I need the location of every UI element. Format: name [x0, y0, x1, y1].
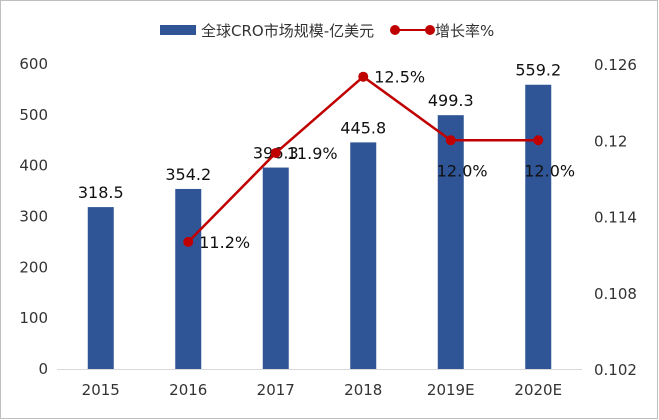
y-left-tick-label: 600 [19, 55, 48, 73]
y-left-tick-label: 300 [19, 208, 48, 226]
y-left-tick-label: 100 [19, 309, 48, 327]
legend-line-label: 增长率% [435, 22, 494, 40]
bar [437, 115, 464, 369]
line-marker [533, 135, 544, 146]
bar [87, 207, 114, 369]
line-marker [445, 135, 456, 146]
line-marker [183, 236, 194, 247]
legend-bar-swatch [160, 25, 196, 35]
y-right-tick-label: 0.102 [594, 361, 637, 379]
y-right-tick-label: 0.114 [594, 209, 637, 227]
y-left-tick-label: 0 [38, 360, 48, 378]
bar-data-label: 354.2 [165, 165, 211, 184]
bar-data-label: 499.3 [428, 91, 474, 110]
bar [262, 167, 289, 369]
y-left-tick-label: 200 [19, 258, 48, 276]
line-data-label: 12.5% [374, 68, 425, 87]
line-data-label: 11.9% [287, 144, 338, 163]
bar-data-label: 318.5 [78, 183, 124, 202]
line-data-label: 11.2% [199, 233, 250, 252]
x-tick-label: 2018 [344, 381, 382, 399]
legend: 全球CRO市场规模-亿美元 增长率% [160, 22, 494, 40]
y-left-tick-label: 500 [19, 106, 48, 124]
y-left-tick-label: 400 [19, 157, 48, 175]
legend-line-marker [425, 25, 435, 35]
line-marker [358, 71, 369, 82]
bar-data-label: 559.2 [515, 61, 561, 80]
x-tick-label: 2019E [427, 381, 475, 399]
y-right-tick-label: 0.108 [594, 285, 637, 303]
y-right-tick-label: 0.12 [594, 132, 627, 150]
x-tick-label: 2015 [82, 381, 120, 399]
legend-bar-label: 全球CRO市场规模-亿美元 [201, 22, 374, 40]
line-data-label: 12.0% [524, 161, 575, 180]
y-right-tick-label: 0.126 [594, 56, 637, 74]
bar [175, 188, 202, 369]
bar [350, 142, 377, 369]
line-data-label: 12.0% [437, 161, 488, 180]
line-marker [270, 147, 281, 158]
bar [525, 84, 552, 370]
x-tick-label: 2017 [257, 381, 295, 399]
bar-data-label: 445.8 [340, 118, 386, 137]
x-tick-label: 2020E [514, 381, 562, 399]
x-tick-label: 2016 [169, 381, 207, 399]
legend-line-marker [390, 25, 400, 35]
